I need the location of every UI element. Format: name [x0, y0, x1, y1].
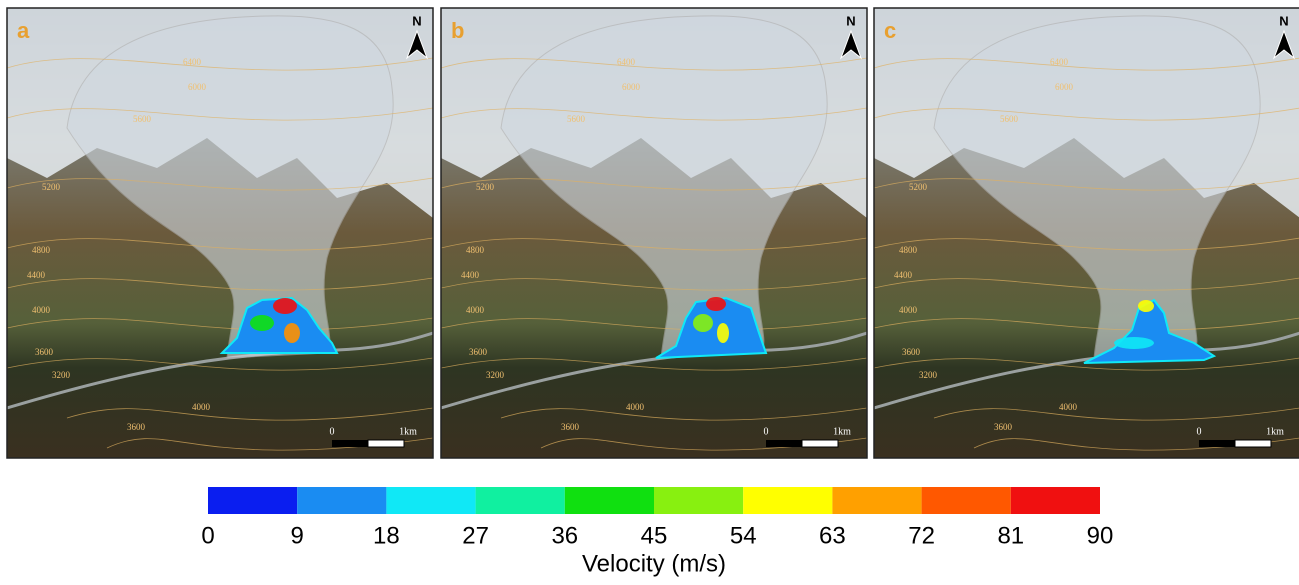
contour-label: 3200 [486, 370, 505, 380]
colorbar-segment [832, 487, 921, 514]
contour-label: 4400 [461, 270, 480, 280]
contour-label: 3600 [994, 422, 1013, 432]
colorbar-segment [208, 487, 297, 514]
contour-label: 3600 [35, 347, 54, 357]
scale-bar-black [1199, 440, 1235, 447]
scale-bar-white [802, 440, 838, 447]
contour-label: 5600 [1000, 114, 1019, 124]
contour-label: 6000 [622, 82, 641, 92]
colorbar-segment [297, 487, 386, 514]
colorbar-tick-label: 63 [819, 522, 846, 549]
contour-label: 3600 [469, 347, 488, 357]
panel-label: b [451, 18, 464, 43]
colorbar-segment [743, 487, 832, 514]
velocity-zone [250, 315, 274, 331]
contour-label: 4000 [466, 305, 485, 315]
colorbar-tick-label: 27 [462, 522, 489, 549]
figure: Velocity (m/s) 6400 6000 5600 5200 4800 4400 4… [0, 0, 1299, 580]
contour-label: 6000 [188, 82, 207, 92]
map-panel: 6400 6000 5600 5200 4800 4400 4000 3600 3200 4000… [7, 8, 433, 458]
velocity-zone [706, 297, 726, 311]
colorbar-segment [476, 487, 565, 514]
colorbar-segment [565, 487, 654, 514]
north-label: N [1279, 13, 1288, 28]
contour-label: 4000 [626, 402, 645, 412]
contour-label: 6400 [183, 57, 202, 67]
contour-label: 5200 [909, 182, 928, 192]
velocity-zone [273, 298, 297, 314]
velocity-zone [1138, 300, 1154, 312]
map-imagery: 6400 6000 5600 5200 4800 4400 4000 3600 3200 4000… [441, 8, 867, 458]
colorbar-tick-label: 0 [201, 522, 214, 549]
contour-label: 5600 [133, 114, 152, 124]
contour-label: 4000 [1059, 402, 1078, 412]
colorbar-segment [1011, 487, 1100, 514]
contour-label: 3200 [52, 370, 71, 380]
contour-label: 5200 [476, 182, 495, 192]
panel-label: c [884, 18, 896, 43]
contour-label: 4000 [899, 305, 918, 315]
scale-bar-black [766, 440, 802, 447]
contour-label: 4400 [894, 270, 913, 280]
colorbar-tick-label: 9 [291, 522, 304, 549]
map-panel: 6400 6000 5600 5200 4800 4400 4000 3600 3200 4000… [874, 8, 1299, 458]
contour-label: 6400 [617, 57, 636, 67]
contour-label: 4000 [32, 305, 51, 315]
contour-label: 6400 [1050, 57, 1069, 67]
contour-label: 4800 [899, 245, 918, 255]
colorbar-tick-label: 90 [1087, 522, 1114, 549]
colorbar-segment [922, 487, 1011, 514]
contour-label: 3600 [127, 422, 146, 432]
contour-label: 3200 [919, 370, 938, 380]
scale-bar-white [1235, 440, 1271, 447]
north-label: N [846, 13, 855, 28]
contour-label: 4400 [27, 270, 46, 280]
map-panel: 6400 6000 5600 5200 4800 4400 4000 3600 3200 4000… [441, 8, 867, 458]
colorbar-tick-label: 36 [551, 522, 578, 549]
colorbar-segment [386, 487, 475, 514]
contour-label: 4800 [32, 245, 51, 255]
velocity-zone [284, 323, 300, 343]
scale-bar-end: 1km [1266, 426, 1284, 437]
scale-bar-start: 0 [764, 426, 769, 437]
colorbar-segment [654, 487, 743, 514]
contour-label: 4000 [192, 402, 211, 412]
map-imagery: 6400 6000 5600 5200 4800 4400 4000 3600 3200 4000… [7, 8, 433, 458]
colorbar-label: Velocity (m/s) [582, 550, 726, 577]
colorbar-tick-label: 18 [373, 522, 400, 549]
contour-label: 4800 [466, 245, 485, 255]
contour-label: 3600 [902, 347, 921, 357]
colorbar-tick-label: 54 [730, 522, 757, 549]
velocity-zone [717, 323, 729, 343]
scale-bar-start: 0 [330, 426, 335, 437]
scale-bar-black [332, 440, 368, 447]
velocity-zone [693, 314, 713, 332]
contour-label: 6000 [1055, 82, 1074, 92]
scale-bar-white [368, 440, 404, 447]
scale-bar-start: 0 [1197, 426, 1202, 437]
colorbar-tick-label: 81 [997, 522, 1024, 549]
colorbar-tick-label: 45 [641, 522, 668, 549]
velocity-zone [1114, 337, 1154, 349]
contour-label: 3600 [561, 422, 580, 432]
north-label: N [412, 13, 421, 28]
contour-label: 5600 [567, 114, 586, 124]
scale-bar-end: 1km [833, 426, 851, 437]
contour-label: 5200 [42, 182, 61, 192]
panel-label: a [17, 18, 30, 43]
scale-bar-end: 1km [399, 426, 417, 437]
map-imagery: 6400 6000 5600 5200 4800 4400 4000 3600 3200 4000… [874, 8, 1299, 458]
colorbar-tick-label: 72 [908, 522, 935, 549]
